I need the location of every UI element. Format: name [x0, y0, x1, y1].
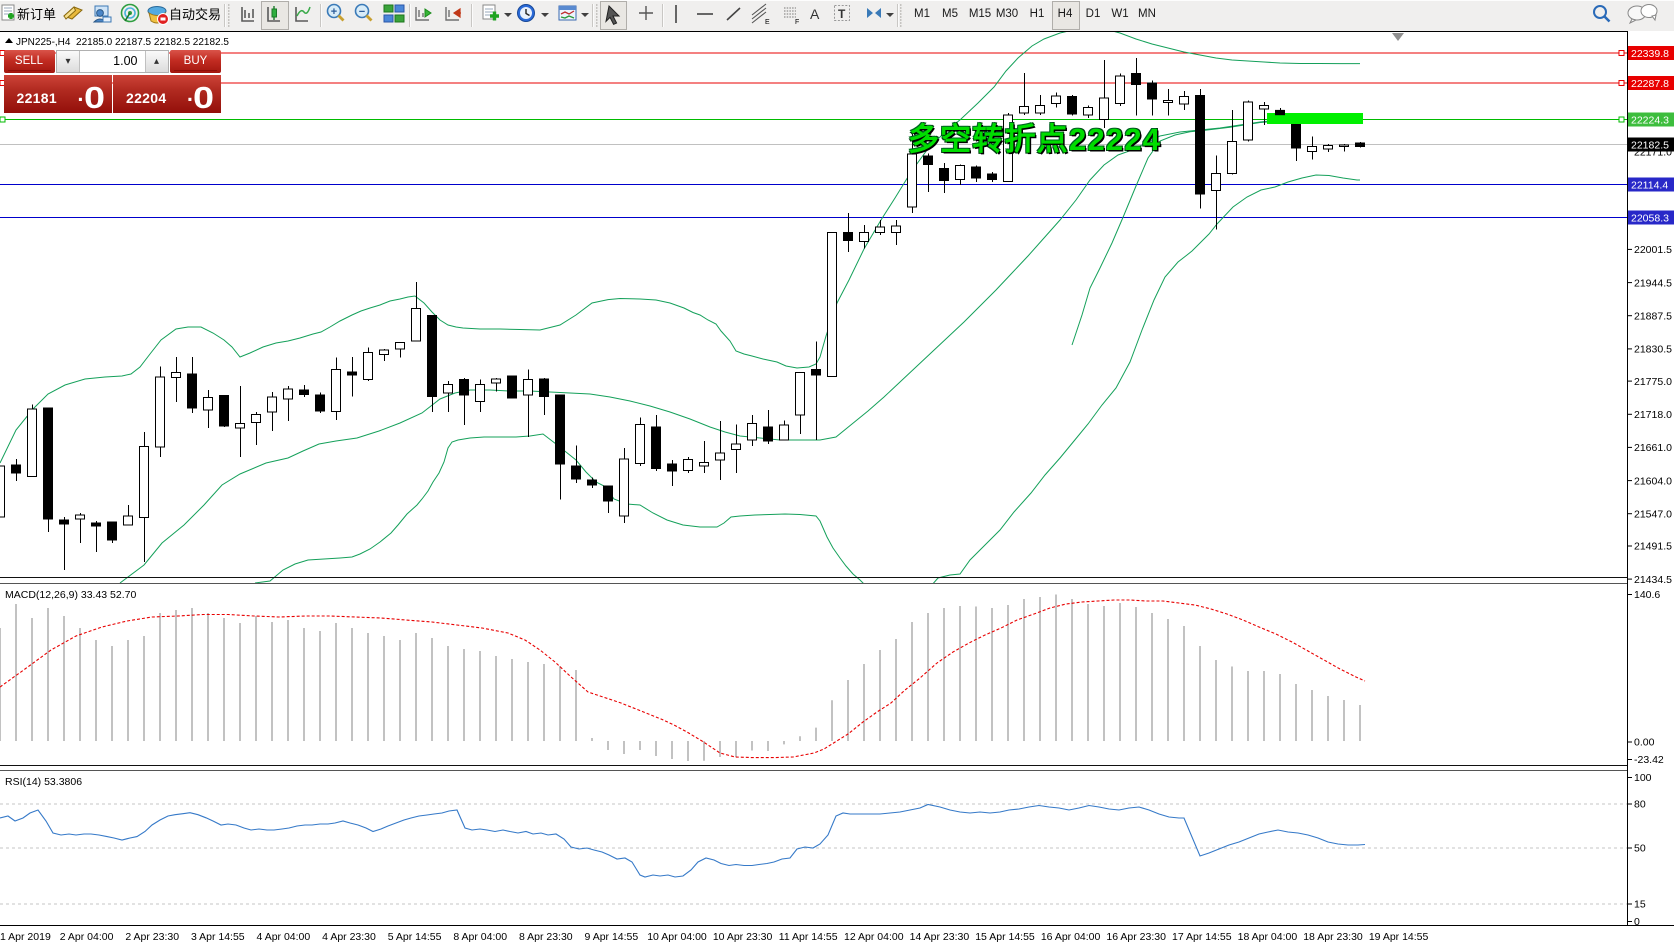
svg-text:+: +: [331, 6, 337, 18]
svg-text:MN: MN: [1138, 8, 1156, 20]
svg-text:18 Apr 23:30: 18 Apr 23:30: [1303, 931, 1363, 943]
svg-text:5 Apr 14:55: 5 Apr 14:55: [388, 931, 442, 943]
svg-text:E: E: [765, 19, 770, 26]
svg-text:21718.0: 21718.0: [1634, 409, 1672, 421]
svg-text:8 Apr 23:30: 8 Apr 23:30: [519, 931, 573, 943]
svg-text:21547.0: 21547.0: [1634, 508, 1672, 520]
svg-text:4 Apr 04:00: 4 Apr 04:00: [257, 931, 311, 943]
svg-text:H4: H4: [1058, 8, 1073, 20]
svg-text:4 Apr 23:30: 4 Apr 23:30: [322, 931, 376, 943]
svg-text:1 Apr 2019: 1 Apr 2019: [0, 931, 51, 943]
svg-text:H1: H1: [1030, 8, 1045, 20]
svg-text:21604.0: 21604.0: [1634, 475, 1672, 487]
svg-text:22339.8: 22339.8: [1631, 48, 1669, 60]
svg-text:0.00: 0.00: [1634, 737, 1655, 749]
svg-text:A: A: [810, 6, 820, 22]
svg-text:M30: M30: [996, 8, 1018, 20]
svg-text:MACD(12,26,9) 33.43 52.70: MACD(12,26,9) 33.43 52.70: [5, 589, 136, 601]
svg-text:10 Apr 04:00: 10 Apr 04:00: [647, 931, 707, 943]
svg-text:T: T: [838, 7, 846, 21]
svg-text:W1: W1: [1111, 8, 1128, 20]
svg-text:−: −: [359, 6, 365, 18]
svg-text:100: 100: [1634, 772, 1652, 784]
svg-text:22001.5: 22001.5: [1634, 244, 1672, 256]
svg-text:16 Apr 04:00: 16 Apr 04:00: [1041, 931, 1101, 943]
svg-text:22058.3: 22058.3: [1631, 212, 1669, 224]
svg-text:10 Apr 23:30: 10 Apr 23:30: [713, 931, 773, 943]
svg-text:M15: M15: [969, 8, 991, 20]
svg-text:JPN225-,H4 22185.0 22187.5 22: JPN225-,H4 22185.0 22187.5 22182.5 22182…: [16, 37, 229, 48]
svg-text:21491.5: 21491.5: [1634, 541, 1672, 553]
svg-text:21944.5: 21944.5: [1634, 277, 1672, 289]
svg-text:3 Apr 14:55: 3 Apr 14:55: [191, 931, 245, 943]
svg-text:RSI(14) 53.3806: RSI(14) 53.3806: [5, 776, 82, 788]
svg-text:-23.42: -23.42: [1634, 754, 1664, 766]
svg-text:18 Apr 04:00: 18 Apr 04:00: [1238, 931, 1298, 943]
svg-text:2 Apr 23:30: 2 Apr 23:30: [125, 931, 179, 943]
svg-text:2 Apr 04:00: 2 Apr 04:00: [60, 931, 114, 943]
svg-text:12 Apr 04:00: 12 Apr 04:00: [844, 931, 904, 943]
svg-text:M5: M5: [942, 8, 958, 20]
svg-text:15: 15: [1634, 899, 1646, 911]
svg-text:80: 80: [1634, 799, 1646, 811]
svg-text:21775.0: 21775.0: [1634, 376, 1672, 388]
svg-text:8 Apr 04:00: 8 Apr 04:00: [453, 931, 507, 943]
svg-text:F: F: [795, 19, 799, 26]
svg-text:11 Apr 14:55: 11 Apr 14:55: [779, 931, 838, 943]
svg-text:22182.5: 22182.5: [1631, 139, 1669, 151]
svg-text:15 Apr 14:55: 15 Apr 14:55: [975, 931, 1035, 943]
svg-text:9 Apr 14:55: 9 Apr 14:55: [585, 931, 639, 943]
svg-text:17 Apr 14:55: 17 Apr 14:55: [1172, 931, 1232, 943]
svg-text:21830.5: 21830.5: [1634, 344, 1672, 356]
svg-text:D1: D1: [1086, 8, 1101, 20]
svg-text:21434.5: 21434.5: [1634, 574, 1672, 586]
svg-text:16 Apr 23:30: 16 Apr 23:30: [1106, 931, 1166, 943]
svg-text:0: 0: [1634, 916, 1640, 928]
svg-text:22114.4: 22114.4: [1631, 179, 1668, 191]
svg-text:多空转折点22224: 多空转折点22224: [908, 122, 1161, 157]
svg-text:新订单: 新订单: [17, 7, 56, 22]
svg-text:50: 50: [1634, 843, 1646, 855]
svg-text:22224.3: 22224.3: [1631, 114, 1669, 126]
svg-text:140.6: 140.6: [1634, 589, 1660, 601]
svg-text:14 Apr 23:30: 14 Apr 23:30: [910, 931, 970, 943]
svg-text:19 Apr 14:55: 19 Apr 14:55: [1369, 931, 1429, 943]
svg-text:自动交易: 自动交易: [169, 7, 221, 22]
svg-text:22287.8: 22287.8: [1631, 78, 1669, 90]
svg-text:21887.5: 21887.5: [1634, 310, 1672, 322]
svg-text:M1: M1: [914, 8, 930, 20]
svg-text:21661.0: 21661.0: [1634, 442, 1672, 454]
